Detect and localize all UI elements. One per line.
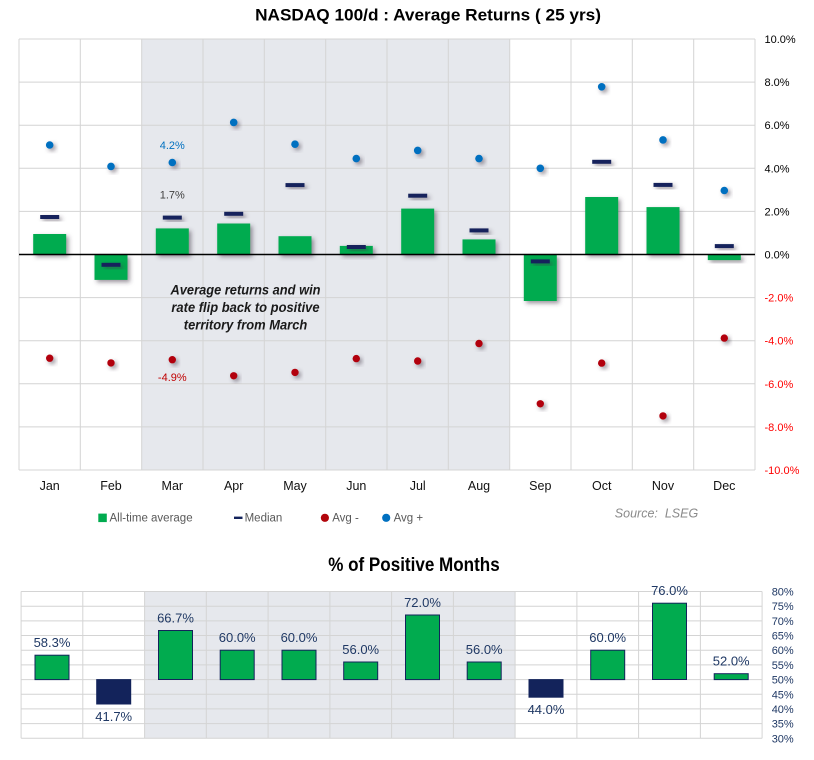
svg-text:Dec: Dec: [713, 479, 735, 493]
svg-text:1.7%: 1.7%: [160, 189, 185, 201]
svg-text:56.0%: 56.0%: [466, 642, 503, 657]
svg-text:May: May: [283, 479, 307, 493]
svg-text:8.0%: 8.0%: [765, 77, 790, 89]
svg-text:Aug: Aug: [468, 479, 490, 493]
svg-text:Apr: Apr: [224, 479, 243, 493]
svg-text:4.2%: 4.2%: [160, 140, 185, 152]
svg-text:52.0%: 52.0%: [713, 654, 750, 669]
svg-text:41.7%: 41.7%: [95, 709, 132, 724]
svg-text:56.0%: 56.0%: [342, 642, 379, 657]
svg-text:Average returns and win: Average returns and win: [170, 283, 321, 298]
svg-text:Nov: Nov: [652, 479, 675, 493]
svg-text:50%: 50%: [772, 675, 794, 687]
svg-text:10.0%: 10.0%: [765, 34, 796, 46]
svg-text:72.0%: 72.0%: [404, 595, 441, 610]
svg-text:Feb: Feb: [100, 479, 122, 493]
svg-text:70%: 70%: [772, 616, 794, 628]
svg-text:Oct: Oct: [592, 479, 612, 493]
svg-text:30%: 30%: [772, 733, 794, 745]
svg-text:40%: 40%: [772, 704, 794, 716]
svg-text:-6.0%: -6.0%: [765, 379, 794, 391]
svg-text:76.0%: 76.0%: [651, 583, 688, 598]
svg-text:territory from March: territory from March: [184, 318, 307, 333]
svg-text:60.0%: 60.0%: [589, 630, 626, 645]
svg-text:Mar: Mar: [162, 479, 184, 493]
svg-text:NASDAQ 100/d : Average Returns: NASDAQ 100/d : Average Returns ( 25 yrs): [255, 7, 601, 25]
svg-text:rate flip back to positive: rate flip back to positive: [171, 300, 320, 315]
svg-text:Sep: Sep: [529, 479, 551, 493]
svg-text:-10.0%: -10.0%: [765, 465, 800, 477]
svg-text:45%: 45%: [772, 689, 794, 701]
svg-text:60.0%: 60.0%: [281, 630, 318, 645]
svg-text:80%: 80%: [772, 587, 794, 599]
svg-text:-2.0%: -2.0%: [765, 293, 794, 305]
svg-text:Jul: Jul: [410, 479, 426, 493]
svg-text:All-time average: All-time average: [110, 513, 193, 525]
svg-text:55%: 55%: [772, 660, 794, 672]
svg-text:60%: 60%: [772, 645, 794, 657]
svg-text:2.0%: 2.0%: [765, 206, 790, 218]
svg-text:58.3%: 58.3%: [34, 635, 71, 650]
svg-text:0.0%: 0.0%: [765, 250, 790, 262]
svg-text:4.0%: 4.0%: [765, 163, 790, 175]
svg-text:-4.9%: -4.9%: [158, 372, 187, 384]
svg-text:Jan: Jan: [40, 479, 60, 493]
svg-text:60.0%: 60.0%: [219, 630, 256, 645]
svg-text:Median: Median: [245, 513, 283, 525]
svg-text:35%: 35%: [772, 719, 794, 731]
svg-text:6.0%: 6.0%: [765, 120, 790, 132]
svg-text:75%: 75%: [772, 601, 794, 613]
svg-text:Avg -: Avg -: [332, 513, 359, 525]
svg-text:-8.0%: -8.0%: [765, 422, 794, 434]
svg-text:65%: 65%: [772, 631, 794, 643]
svg-text:44.0%: 44.0%: [528, 702, 565, 717]
svg-text:66.7%: 66.7%: [157, 610, 194, 625]
svg-text:Avg +: Avg +: [394, 513, 424, 525]
svg-text:-4.0%: -4.0%: [765, 336, 794, 348]
svg-text:Jun: Jun: [346, 479, 366, 493]
svg-text:Source: LSEG: Source: LSEG: [615, 507, 699, 521]
svg-text:% of Positive Months: % of Positive Months: [328, 555, 500, 576]
